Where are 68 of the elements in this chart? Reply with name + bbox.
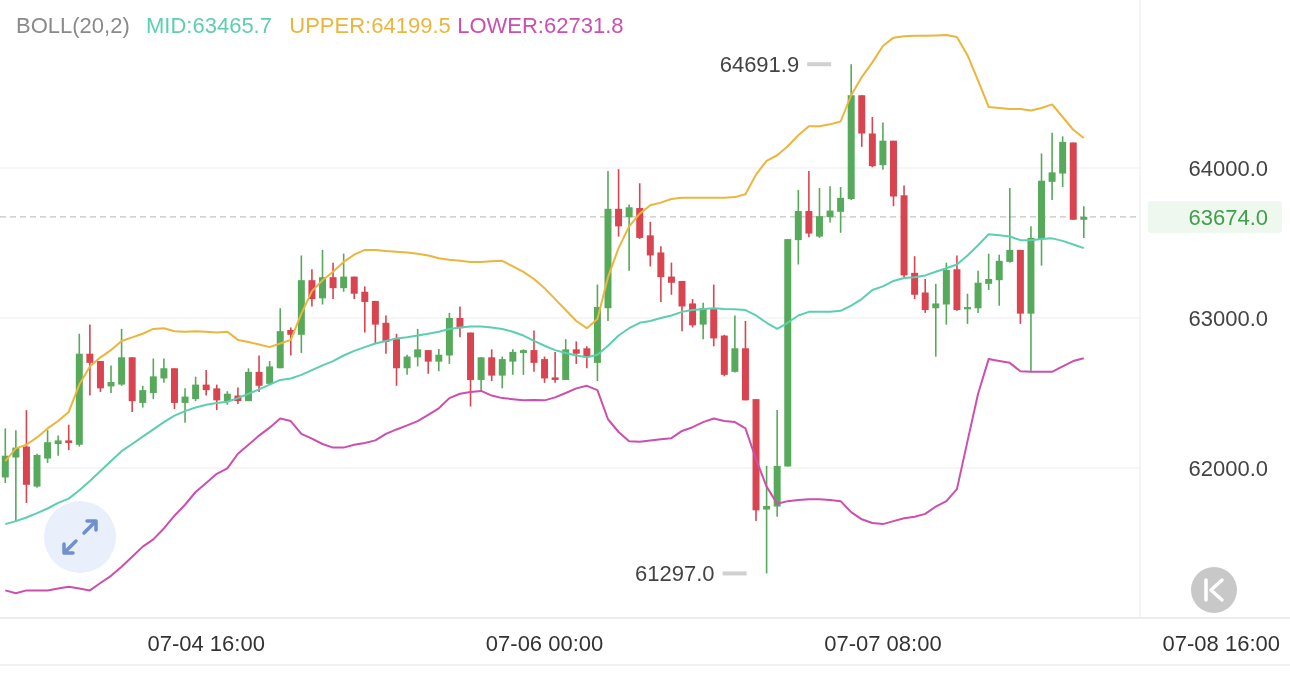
candlestick <box>414 328 422 368</box>
candlestick <box>329 261 337 300</box>
annotation: 64691.9 <box>719 51 800 77</box>
candlestick <box>192 375 200 402</box>
y-tick-label: 63000.0 <box>1188 305 1268 331</box>
text: BOLL(20,2) <box>16 12 130 38</box>
candlestick <box>213 383 221 411</box>
candlestick <box>255 354 263 393</box>
candlestick <box>519 348 527 376</box>
candlestick <box>815 187 823 239</box>
candlestick <box>424 349 432 375</box>
candlestick <box>583 345 591 370</box>
candlestick <box>1080 205 1088 239</box>
ref-line-label: 63674.0 <box>1188 204 1268 230</box>
candlestick <box>44 429 52 464</box>
candlestick <box>181 387 189 424</box>
candlestick <box>615 168 623 238</box>
candlestick <box>699 301 707 340</box>
candlestick <box>551 351 559 384</box>
y-tick-label: 62000.0 <box>1188 455 1268 481</box>
x-tick-label: 07-06 00:00 <box>485 630 604 656</box>
candlestick <box>763 465 771 575</box>
candlestick <box>731 314 739 374</box>
candlestick <box>382 314 390 355</box>
text: UPPER:64199.5 <box>289 12 451 38</box>
candlestick <box>340 252 348 293</box>
candlestick <box>667 261 675 296</box>
candlestick <box>361 285 369 334</box>
candlestick <box>995 253 1003 307</box>
candlestick <box>646 221 654 268</box>
candlestick <box>541 355 549 384</box>
candlestick <box>403 353 411 376</box>
candlestick <box>371 300 379 345</box>
candlestick <box>65 423 73 451</box>
candlestick <box>1006 187 1014 264</box>
candlestick <box>160 357 168 384</box>
candlestick <box>572 340 580 365</box>
candlestick <box>498 355 506 390</box>
candlestick <box>1048 131 1056 201</box>
line-series <box>4 357 1085 595</box>
text: MID:63465.7 <box>146 12 272 38</box>
candlestick <box>488 348 496 382</box>
text: LOWER:62731.8 <box>457 12 624 38</box>
candlestick <box>139 385 147 409</box>
annotation: 61297.0 <box>635 561 715 587</box>
candlestick <box>86 323 94 397</box>
candlestick <box>932 283 940 358</box>
candlestick <box>985 252 993 291</box>
candlestick <box>54 434 62 457</box>
candlestick <box>625 203 633 272</box>
candlestick <box>921 278 929 314</box>
candlestick <box>911 255 919 300</box>
candlestick <box>149 357 157 400</box>
candlestick <box>202 369 210 397</box>
candlestick <box>837 186 845 234</box>
x-tick-label: 07-07 08:00 <box>824 630 942 656</box>
candlestick <box>805 170 813 238</box>
candlestick <box>107 364 115 394</box>
line-series <box>4 233 1085 526</box>
candlestick <box>509 348 517 376</box>
candlestick <box>530 329 538 373</box>
candlestick <box>435 348 443 373</box>
x-tick-label: 07-04 16:00 <box>147 630 265 656</box>
y-tick-label: 64000.0 <box>1188 155 1268 181</box>
candlestick <box>689 298 697 329</box>
candlestick <box>477 356 485 392</box>
x-tick-label: 07-08 16:00 <box>1162 630 1280 656</box>
candlestick <box>826 185 834 224</box>
